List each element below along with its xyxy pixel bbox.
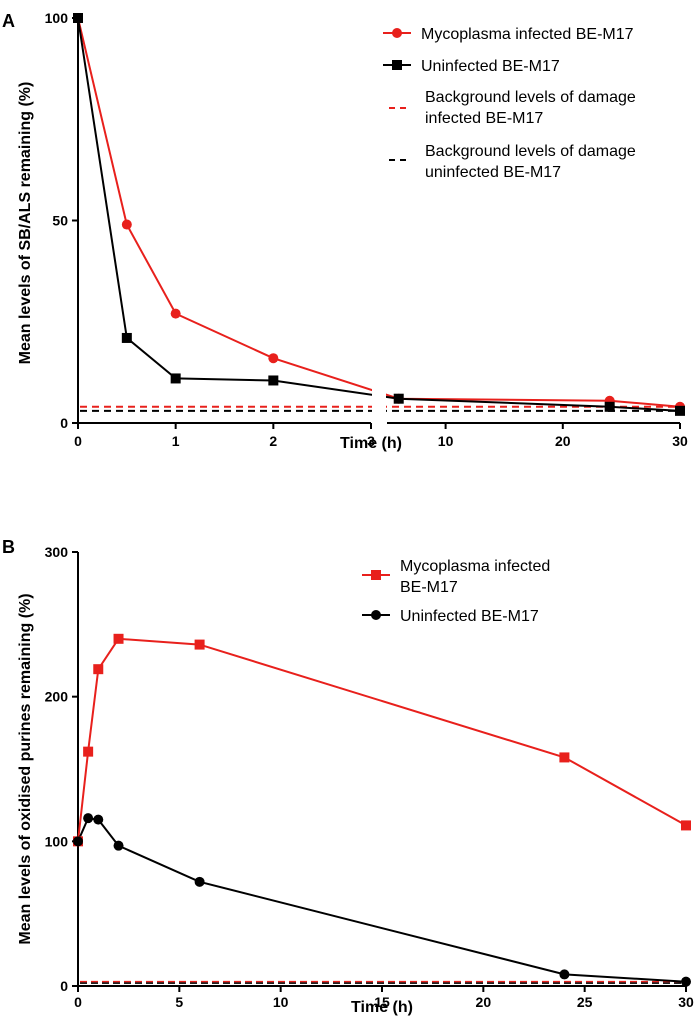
x-axis-title-b: Time (h) [351, 999, 413, 1016]
data-point-a-1 [121, 332, 132, 343]
y-tick-label-a: 0 [60, 415, 68, 431]
axis-break-gap-a [372, 18, 386, 422]
data-point-b-0 [194, 639, 205, 650]
data-point-a-1 [170, 373, 181, 384]
y-tick-label-a: 50 [52, 213, 68, 229]
data-point-b-1 [83, 813, 94, 824]
reference-lines-a [80, 405, 678, 412]
data-point-a-1 [73, 13, 83, 23]
series-markers-b [73, 633, 691, 987]
x-tick-label-b: 0 [74, 994, 82, 1010]
panel-a: A 0 50 100 0 1 2 3 10 20 30 Time (h) Mean levels… [2, 10, 688, 452]
panel-label-a: A [2, 11, 15, 31]
x-tick-label-b: 10 [273, 994, 289, 1010]
y-tick-label-b: 200 [45, 689, 69, 705]
legend-b-label-infected-1: Mycoplasma infected [400, 558, 550, 575]
x-tick-label-a: 0 [74, 433, 82, 449]
y-tick-label-b: 100 [45, 833, 69, 849]
data-point-a-1 [675, 405, 685, 416]
x-tick-label-a: 20 [555, 433, 571, 449]
legend-a-label-bg-uninfected-2: uninfected BE-M17 [425, 164, 561, 181]
legend-a-marker-uninfected [392, 60, 402, 70]
data-point-b-1 [681, 976, 691, 987]
x-tick-label-b: 30 [678, 994, 694, 1010]
legend-b: Mycoplasma infected BE-M17 Uninfected BE… [362, 558, 550, 625]
x-axis-title-a: Time (h) [340, 435, 402, 452]
legend-a: Mycoplasma infected BE-M17 Uninfected BE… [383, 26, 636, 181]
legend-a-marker-infected [392, 28, 402, 38]
data-point-a-1 [268, 375, 279, 386]
panel-b: B 0 100 200 300 0 5 10 15 20 25 30 Time (h) Mean … [2, 537, 694, 1016]
panel-label-b: B [2, 537, 15, 557]
legend-b-marker-uninfected [371, 610, 381, 620]
reference-lines-b [80, 980, 686, 984]
x-tick-label-b: 15 [374, 994, 390, 1010]
legend-b-label-uninfected: Uninfected BE-M17 [400, 608, 539, 625]
y-tick-label-a: 100 [45, 10, 69, 26]
legend-b-label-infected-2: BE-M17 [400, 579, 458, 596]
x-tick-label-a: 3 [367, 433, 375, 449]
data-point-b-1 [559, 969, 570, 980]
data-point-a-0 [170, 308, 181, 319]
data-point-b-1 [93, 814, 104, 825]
legend-a-label-bg-infected-2: infected BE-M17 [425, 110, 543, 127]
data-point-b-1 [73, 836, 83, 847]
x-ticks-b: 0 5 10 15 20 25 30 [74, 986, 694, 1010]
series-lines-b [77, 637, 687, 983]
data-point-b-0 [559, 752, 570, 763]
data-point-b-0 [83, 746, 94, 757]
y-axis-title-b: Mean levels of oxidised purines remainin… [17, 593, 34, 944]
y-tick-label-b: 0 [60, 978, 68, 994]
y-ticks-b: 0 100 200 300 [45, 544, 78, 994]
x-tick-label-a: 10 [438, 433, 454, 449]
legend-a-label-infected: Mycoplasma infected BE-M17 [421, 26, 634, 43]
data-point-a-0 [121, 219, 132, 230]
y-axis-title-a: Mean levels of SB/ALS remaining (%) [17, 82, 34, 365]
x-tick-label-a: 2 [269, 433, 277, 449]
x-ticks-a: 0 1 2 3 10 20 30 [74, 423, 688, 449]
x-tick-label-a: 30 [672, 433, 688, 449]
legend-a-label-bg-infected-1: Background levels of damage [425, 89, 636, 106]
data-point-b-1 [113, 840, 124, 851]
data-point-b-0 [93, 664, 104, 675]
data-point-a-1 [604, 401, 615, 412]
series-markers-a [73, 13, 685, 416]
x-tick-label-a: 1 [172, 433, 180, 449]
data-point-b-1 [194, 876, 205, 887]
series-line-b-0 [77, 637, 687, 842]
legend-b-marker-infected [371, 570, 381, 580]
legend-a-label-uninfected: Uninfected BE-M17 [421, 58, 560, 75]
x-tick-label-b: 5 [175, 994, 183, 1010]
x-tick-label-b: 25 [577, 994, 593, 1010]
data-point-b-0 [681, 820, 691, 831]
y-ticks-a: 0 50 100 [45, 10, 78, 431]
legend-a-label-bg-uninfected-1: Background levels of damage [425, 143, 636, 160]
series-line-b-1 [77, 817, 687, 983]
data-point-b-0 [113, 633, 124, 644]
data-point-a-1 [393, 393, 404, 404]
x-tick-label-b: 20 [476, 994, 492, 1010]
y-tick-label-b: 300 [45, 544, 69, 560]
data-point-a-0 [268, 353, 279, 364]
